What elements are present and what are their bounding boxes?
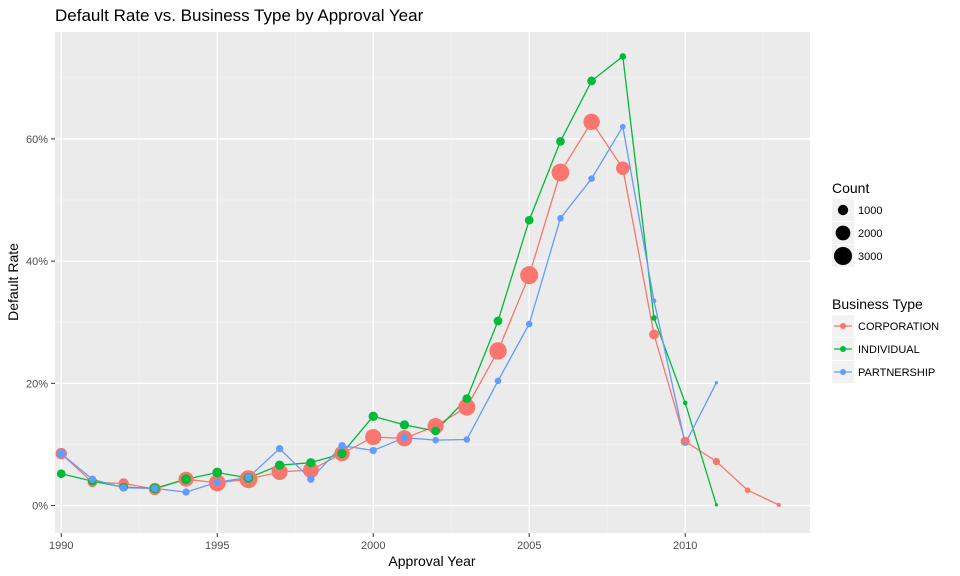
data-point-corporation bbox=[520, 266, 539, 285]
data-point-individual bbox=[462, 394, 472, 403]
data-point-corporation bbox=[458, 398, 476, 416]
business-type-legend-title: Business Type bbox=[832, 296, 923, 312]
y-tick-label: 20% bbox=[26, 378, 48, 390]
data-point-individual bbox=[524, 215, 534, 225]
data-point-individual bbox=[181, 474, 191, 485]
data-point-partnership bbox=[463, 436, 471, 443]
data-point-partnership bbox=[494, 377, 502, 385]
data-point-partnership bbox=[557, 215, 564, 222]
data-point-partnership bbox=[307, 475, 315, 483]
plot-background bbox=[55, 32, 810, 533]
count-legend-label: 3000 bbox=[858, 251, 882, 263]
data-point-corporation bbox=[302, 462, 319, 478]
data-point-individual bbox=[399, 420, 410, 430]
x-tick-label: 1990 bbox=[49, 540, 73, 552]
count-legend-key bbox=[837, 204, 849, 216]
data-point-partnership bbox=[400, 434, 409, 442]
y-tick-label: 40% bbox=[26, 256, 48, 268]
data-point-individual bbox=[493, 316, 503, 326]
chart-title: Default Rate vs. Business Type by Approv… bbox=[55, 6, 424, 25]
x-tick-label: 2000 bbox=[361, 540, 385, 552]
business-type-legend-point bbox=[840, 323, 846, 329]
data-point-partnership bbox=[432, 436, 439, 444]
data-point-partnership bbox=[369, 446, 377, 455]
data-point-individual bbox=[714, 503, 719, 507]
count-legend-key bbox=[834, 247, 852, 265]
data-point-individual bbox=[619, 53, 627, 60]
series-points bbox=[55, 53, 781, 507]
data-point-corporation bbox=[271, 463, 288, 480]
data-point-individual bbox=[651, 315, 657, 321]
data-point-partnership bbox=[651, 298, 657, 304]
data-point-partnership bbox=[244, 473, 253, 482]
series-line-individual bbox=[61, 55, 718, 506]
plot-panel bbox=[55, 32, 810, 533]
count-legend-title: Count bbox=[832, 180, 869, 196]
series-line-partnership bbox=[60, 124, 717, 493]
data-point-partnership bbox=[119, 484, 128, 492]
data-point-individual bbox=[368, 411, 378, 421]
data-point-partnership bbox=[683, 442, 687, 446]
data-point-corporation bbox=[649, 329, 659, 340]
y-axis: 0% 20% 40% 60% bbox=[26, 134, 55, 513]
data-point-partnership bbox=[213, 478, 221, 486]
count-legend: Count 1000 2000 3000 bbox=[832, 180, 882, 267]
data-point-corporation bbox=[489, 342, 507, 360]
x-axis: 1990 1995 2000 2005 2010 bbox=[49, 533, 697, 552]
y-tick-label: 0% bbox=[32, 501, 48, 513]
data-point-partnership bbox=[338, 441, 346, 450]
x-tick-label: 1995 bbox=[205, 540, 229, 552]
count-legend-label: 1000 bbox=[858, 205, 882, 217]
data-point-partnership bbox=[714, 381, 719, 385]
data-point-individual bbox=[337, 448, 347, 459]
business-type-legend-label: INDIVIDUAL bbox=[858, 344, 920, 356]
data-point-partnership bbox=[588, 175, 595, 182]
count-legend-label: 2000 bbox=[858, 228, 882, 240]
data-point-partnership bbox=[88, 475, 97, 483]
data-point-corporation bbox=[365, 429, 382, 446]
y-axis-title: Default Rate bbox=[5, 243, 21, 321]
count-legend-key bbox=[835, 225, 851, 241]
data-point-corporation bbox=[583, 113, 600, 131]
data-point-partnership bbox=[619, 123, 626, 130]
data-point-partnership bbox=[525, 320, 533, 328]
data-point-partnership bbox=[56, 449, 66, 458]
data-point-individual bbox=[274, 460, 285, 470]
x-tick-label: 2010 bbox=[673, 540, 697, 552]
business-type-legend-point bbox=[840, 346, 846, 352]
data-point-corporation bbox=[680, 436, 690, 447]
data-point-corporation bbox=[712, 457, 721, 466]
data-point-individual bbox=[682, 400, 688, 406]
data-point-corporation bbox=[776, 502, 781, 507]
business-type-legend-label: CORPORATION bbox=[858, 321, 939, 333]
data-point-corporation bbox=[616, 161, 630, 176]
x-axis-title: Approval Year bbox=[388, 553, 476, 569]
data-point-corporation bbox=[551, 163, 570, 182]
data-point-individual bbox=[56, 469, 66, 479]
data-point-corporation bbox=[744, 487, 751, 494]
data-point-partnership bbox=[151, 484, 159, 493]
data-point-partnership bbox=[275, 445, 284, 453]
data-point-individual bbox=[587, 76, 596, 86]
data-point-individual bbox=[431, 426, 440, 436]
business-type-legend-point bbox=[840, 369, 846, 375]
y-tick-label: 60% bbox=[26, 134, 48, 146]
business-type-legend: Business Type CORPORATION INDIVIDUAL PARTN… bbox=[832, 296, 939, 383]
business-type-legend-label: PARTNERSHIP bbox=[858, 367, 935, 379]
data-point-individual bbox=[556, 137, 565, 146]
data-point-individual bbox=[212, 467, 223, 478]
data-point-individual bbox=[306, 458, 316, 468]
data-point-partnership bbox=[182, 488, 190, 496]
x-tick-label: 2005 bbox=[517, 540, 541, 552]
